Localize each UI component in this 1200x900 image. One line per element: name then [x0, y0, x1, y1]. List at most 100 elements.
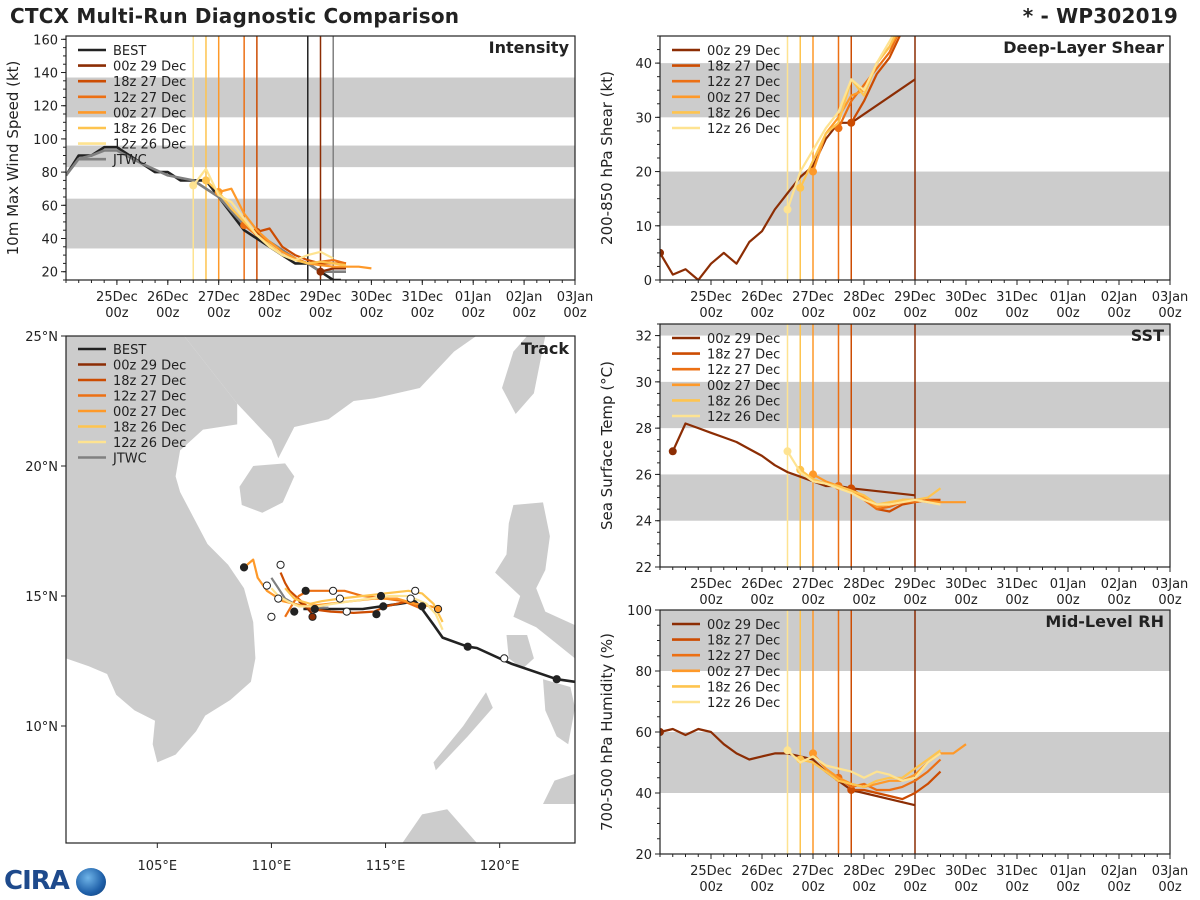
- intensity-ytick-label: 40: [41, 233, 58, 248]
- land-taiwan: [502, 336, 546, 414]
- intensity-xtick-day: 28Dec: [249, 290, 291, 305]
- sst-legend-label: 12z 26 Dec: [707, 410, 780, 425]
- track-ytick-label: 15°N: [25, 590, 58, 605]
- rh-init-point-00z-29-dec: [660, 728, 664, 736]
- rh-xtick-hour: 00z: [852, 880, 876, 895]
- sst-ytick-label: 26: [635, 468, 652, 483]
- track-position-marker: [500, 654, 509, 663]
- land-mindanao: [543, 752, 575, 804]
- land-borneo: [402, 809, 477, 843]
- rh-ytick-label: 20: [635, 848, 652, 863]
- intensity-series-jtwc: [66, 149, 346, 274]
- track-position-marker: [552, 675, 561, 684]
- intensity-series-00z-29-dec: [320, 267, 346, 273]
- sst-xtick-hour: 00z: [1107, 593, 1131, 608]
- track-position-marker: [335, 594, 345, 603]
- shear-init-point-12z-26-dec: [783, 205, 792, 214]
- track-position-marker: [301, 586, 310, 595]
- track-xtick-label: 105°E: [138, 859, 178, 874]
- track-title: Track: [521, 339, 569, 358]
- intensity-series-00z-27-dec: [218, 187, 372, 270]
- shear-xtick-day: 31Dec: [996, 290, 1038, 305]
- sst-ytick-label: 32: [635, 330, 652, 345]
- shear-ytick-label: 20: [635, 166, 652, 181]
- rh-ytick-label: 80: [635, 665, 652, 680]
- track-ytick-label: 25°N: [25, 330, 58, 345]
- rh-plot-area: [660, 610, 1170, 854]
- rh-init-point-00z-27-dec: [809, 749, 817, 758]
- sst-init-point-00z-29-dec: [668, 447, 677, 456]
- sst-xtick-hour: 00z: [1158, 593, 1182, 608]
- track-position-marker: [406, 594, 415, 603]
- intensity-xtick-hour: 00z: [411, 306, 435, 321]
- sst-xtick-day: 02Jan: [1101, 577, 1138, 592]
- rh-title: Mid-Level RH: [1045, 612, 1164, 631]
- intensity-xtick-hour: 00z: [360, 306, 384, 321]
- track-legend-label: JTWC: [112, 452, 147, 467]
- intensity-ytick-label: 120: [33, 100, 58, 115]
- shear-legend-label: 18z 27 Dec: [707, 60, 780, 75]
- rh-xtick-day: 27Dec: [792, 864, 834, 879]
- rh-xtick-hour: 00z: [1005, 880, 1029, 895]
- shear-xtick-day: 29Dec: [894, 290, 936, 305]
- track-legend-label: 00z 29 Dec: [113, 359, 186, 374]
- track-ytick-label: 10°N: [25, 720, 58, 735]
- track-legend-label: 18z 26 Dec: [113, 421, 186, 436]
- rh-legend-label: 18z 27 Dec: [707, 634, 780, 649]
- track-position-marker: [310, 604, 319, 614]
- intensity-xtick-day: 26Dec: [147, 290, 189, 305]
- intensity-xtick-day: 25Dec: [96, 290, 138, 305]
- rh-series-12z-26-dec: [786, 749, 942, 782]
- sst-series-12z-26-dec: [786, 450, 941, 506]
- shear-ylabel: 200-850 hPa Shear (kt): [598, 71, 616, 245]
- rh-legend-label: 12z 26 Dec: [707, 696, 780, 711]
- intensity-xtick-day: 27Dec: [198, 290, 240, 305]
- sst-xtick-hour: 00z: [699, 593, 723, 608]
- track-xtick-label: 110°E: [252, 859, 292, 874]
- rh-series-18z-27-dec: [851, 770, 942, 801]
- sst-xtick-day: 28Dec: [843, 577, 885, 592]
- rh-xtick-day: 30Dec: [945, 864, 987, 879]
- rh-xtick-hour: 00z: [801, 880, 825, 895]
- track-position-marker: [276, 560, 285, 569]
- intensity-xtick-hour: 00z: [258, 306, 282, 321]
- rh-series-18z-26-dec: [800, 749, 942, 789]
- rh-legend-label: 18z 26 Dec: [707, 680, 780, 695]
- sst-xtick-day: 03Jan: [1152, 577, 1189, 592]
- intensity-xtick-day: 03Jan: [557, 290, 594, 305]
- shear-xtick-hour: 00z: [954, 306, 978, 321]
- globe-icon: [76, 868, 106, 896]
- track-position-marker: [417, 602, 427, 611]
- intensity-xtick-hour: 00z: [309, 306, 333, 321]
- shear-ytick-label: 40: [635, 57, 652, 72]
- shear-ytick-label: 10: [635, 220, 652, 235]
- track-legend-label: 18z 27 Dec: [113, 374, 186, 389]
- sst-xtick-hour: 00z: [1056, 593, 1080, 608]
- shear-xtick-hour: 00z: [1107, 306, 1131, 321]
- track-series-18z-26-dec: [284, 587, 444, 623]
- land-panay-negros: [543, 679, 575, 745]
- shear-ytick-label: 0: [644, 274, 652, 289]
- intensity-xtick-hour: 00z: [156, 306, 180, 321]
- sst-xtick-day: 30Dec: [945, 577, 987, 592]
- sst-legend-label: 00z 29 Dec: [707, 332, 780, 347]
- intensity-init-point-18z-26-dec: [201, 176, 210, 185]
- shear-plot-area: [660, 36, 1170, 280]
- sst-xtick-hour: 00z: [750, 593, 774, 608]
- intensity-legend-label: 00z 29 Dec: [113, 60, 186, 75]
- sst-ytick-label: 28: [635, 422, 652, 437]
- rh-xtick-day: 03Jan: [1152, 864, 1189, 879]
- sst-xtick-hour: 00z: [903, 593, 927, 608]
- track-position-marker: [267, 612, 276, 621]
- sst-panel: 22242628303225Dec00z26Dec00z27Dec00z28De…: [598, 323, 1189, 608]
- rh-ylabel: 700-500 hPa Humidity (%): [598, 633, 616, 831]
- sst-legend-label: 12z 27 Dec: [707, 363, 780, 378]
- rh-xtick-hour: 00z: [903, 880, 927, 895]
- rh-ytick-label: 40: [635, 787, 652, 802]
- shear-xtick-day: 27Dec: [792, 290, 834, 305]
- shear-xtick-hour: 00z: [801, 306, 825, 321]
- sst-init-point-12z-26-dec: [783, 447, 792, 456]
- shear-panel: 01020304025Dec00z26Dec00z27Dec00z28Dec00…: [598, 35, 1188, 321]
- shear-init-point-00z-27-dec: [809, 167, 817, 176]
- rh-xtick-hour: 00z: [1158, 880, 1182, 895]
